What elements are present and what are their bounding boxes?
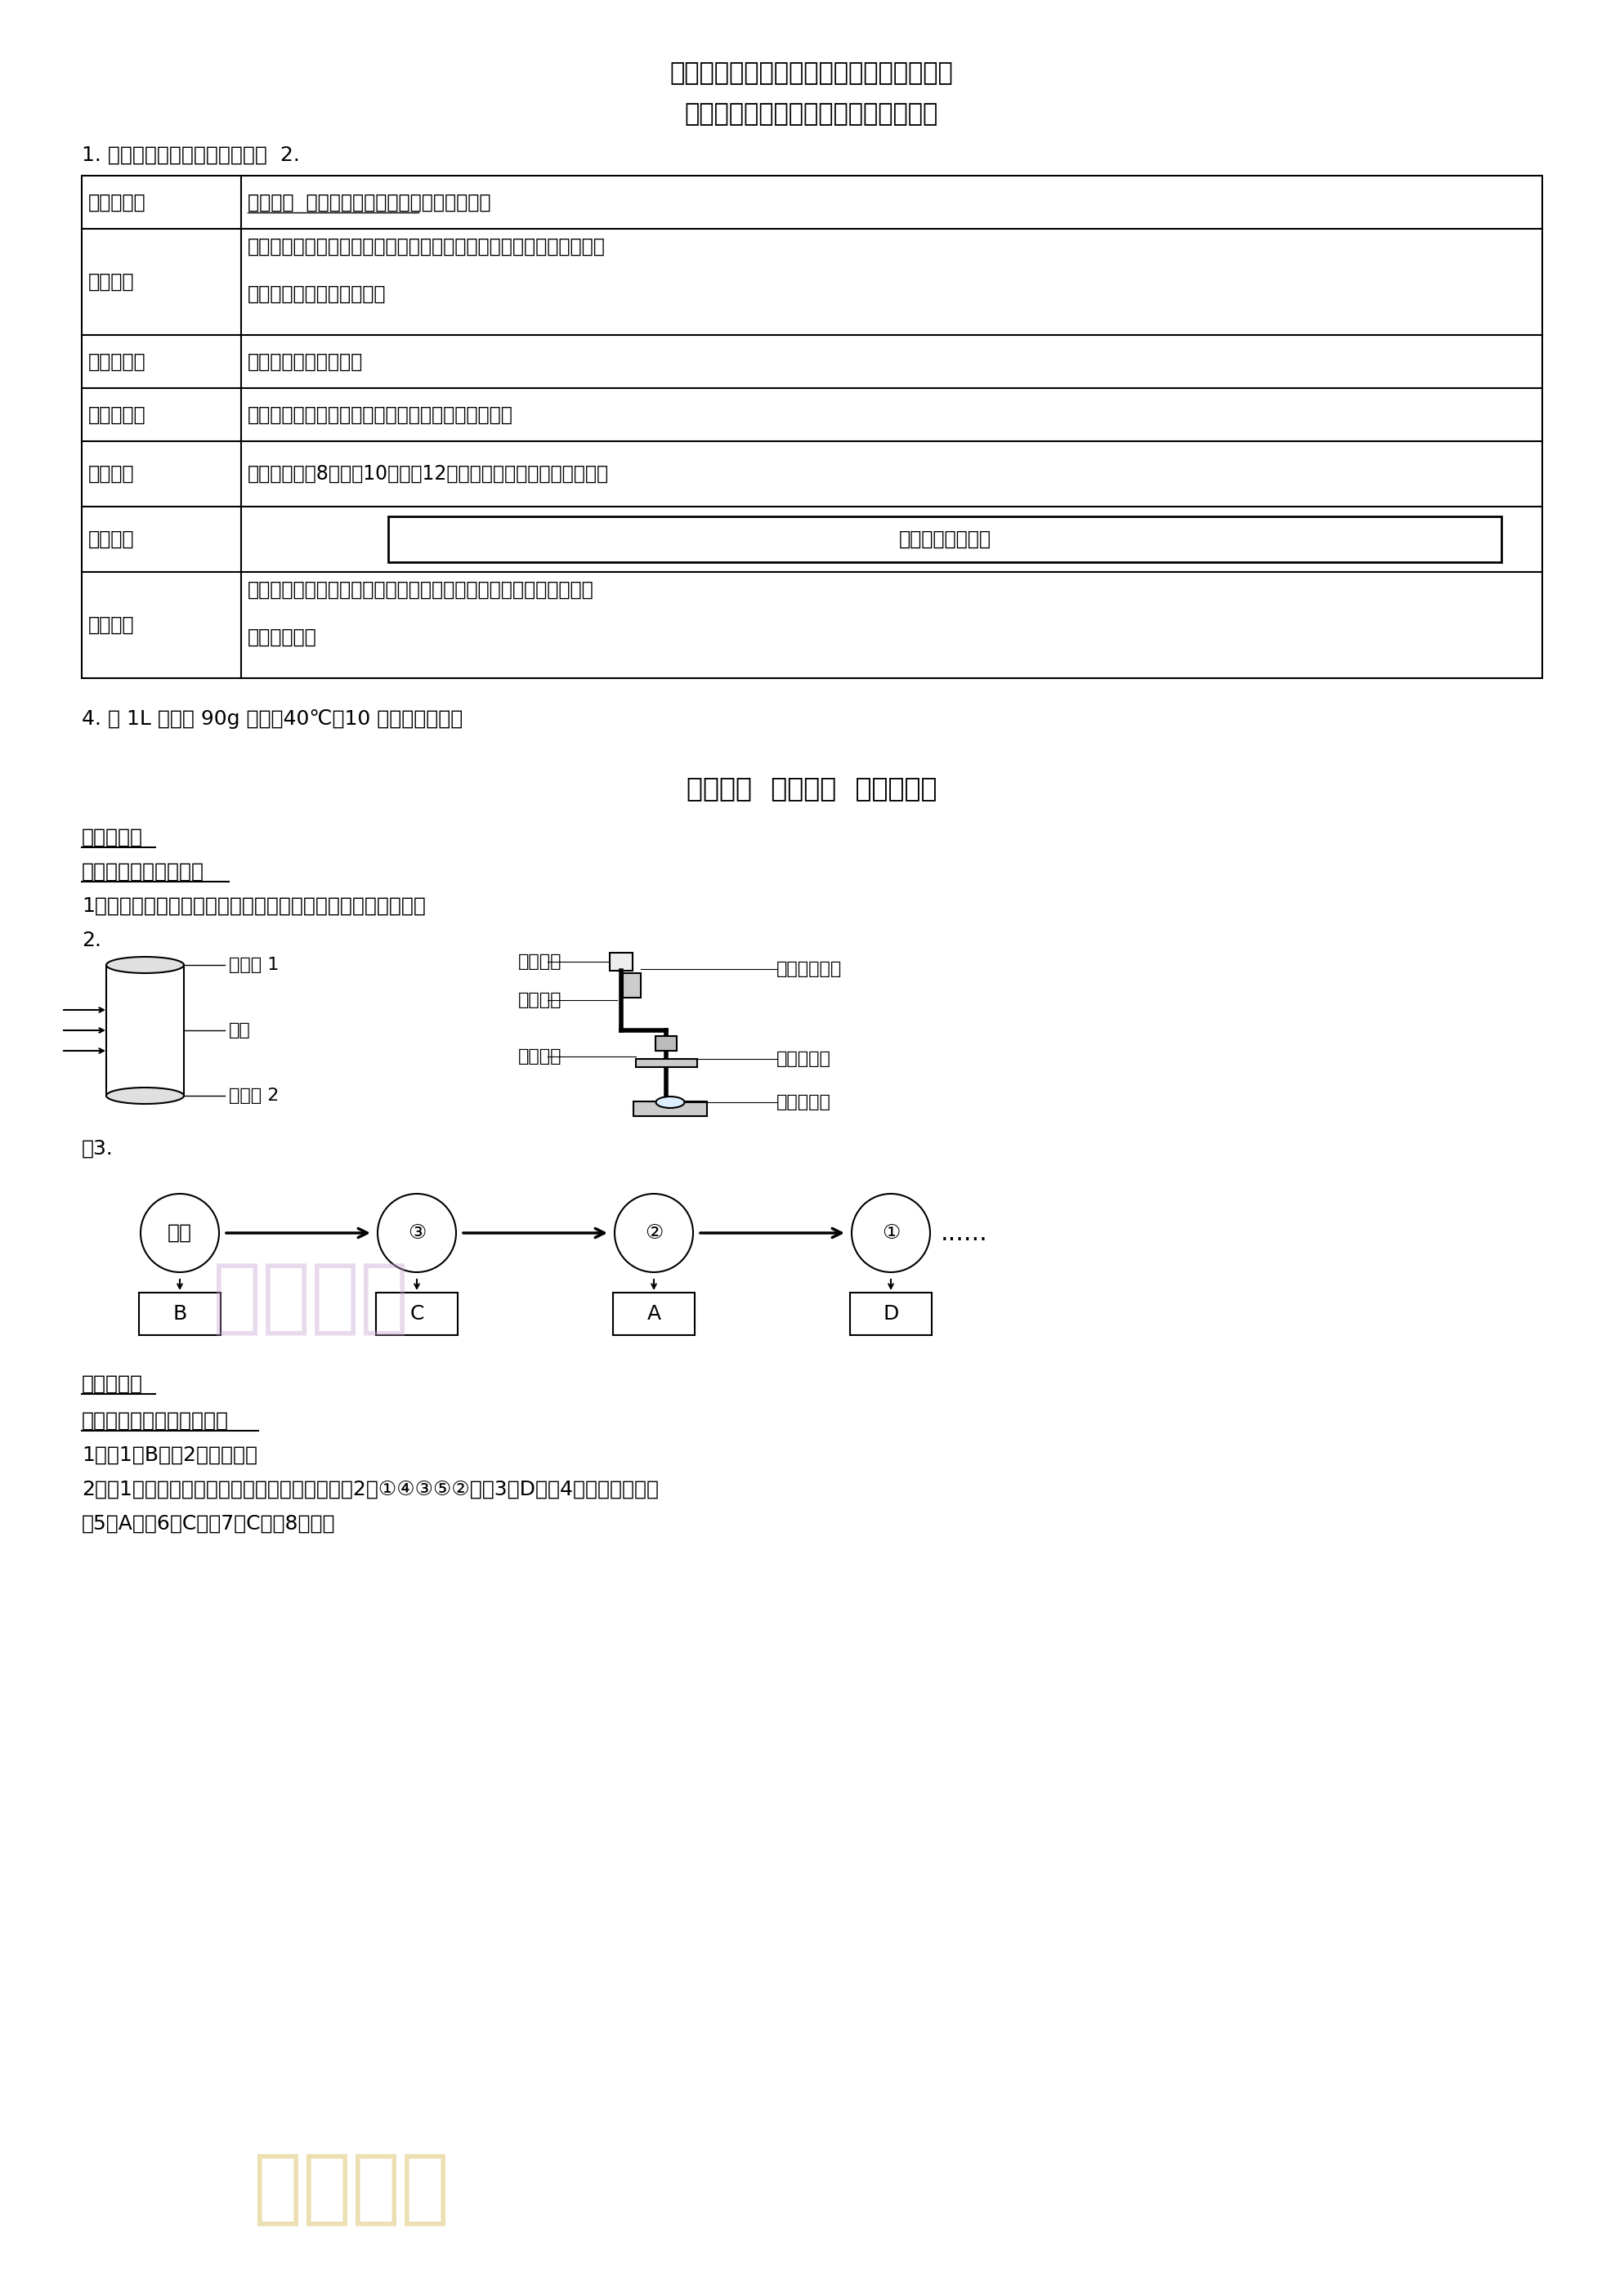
- Bar: [622, 974, 641, 999]
- Circle shape: [851, 1194, 931, 1272]
- Text: 探究的问题: 探究的问题: [88, 193, 146, 211]
- Text: ③: ③: [408, 1224, 425, 1242]
- Bar: [388, 517, 1502, 563]
- Bar: [849, 1293, 932, 1334]
- Circle shape: [378, 1194, 456, 1272]
- Text: 1．（1）B；（2）小、复眼: 1．（1）B；（2）小、复眼: [81, 1446, 258, 1465]
- Text: 发酵时间短，酸奶品质差。: 发酵时间短，酸奶品质差。: [247, 285, 387, 303]
- Text: 长先好后坏。: 长先好后坏。: [247, 627, 317, 647]
- Text: 凸透镜 2: 凸透镜 2: [229, 1088, 279, 1104]
- Text: （镜筒）: （镜筒）: [518, 992, 562, 1008]
- Text: 1．厚、薄、透明、放大、水滴（符合以上特点的物体都可以）: 1．厚、薄、透明、放大、水滴（符合以上特点的物体都可以）: [81, 895, 425, 916]
- Bar: [637, 1058, 697, 1068]
- Circle shape: [141, 1194, 219, 1272]
- Circle shape: [614, 1194, 693, 1272]
- Text: （5）A；（6）C；（7）C；（8）细胞: （5）A；（6）C；（7）C；（8）细胞: [81, 1513, 336, 1534]
- Text: 眼睛: 眼睛: [167, 1224, 192, 1242]
- Text: ②: ②: [645, 1224, 663, 1242]
- Text: 酸奶品质: 酸奶品质: [88, 530, 135, 549]
- Ellipse shape: [106, 957, 184, 974]
- Text: 改变的条件: 改变的条件: [88, 351, 146, 372]
- Text: （反光镜）: （反光镜）: [776, 1095, 831, 1111]
- Text: 小学六上科学《综合学习与评估》参考答案: 小学六上科学《综合学习与评估》参考答案: [669, 62, 953, 85]
- Text: 发酵时间会影响酸奶制作时乳酸菌的发酵，酸奶品质随着发酵时间变: 发酵时间会影响酸奶制作时乳酸菌的发酵，酸奶品质随着发酵时间变: [247, 581, 594, 599]
- Text: 2.: 2.: [81, 930, 101, 951]
- Bar: [140, 1293, 221, 1334]
- Text: 科学实践项目学习与评估（自制酸奶）: 科学实践项目学习与评估（自制酸奶）: [685, 103, 939, 126]
- Text: 实验结论: 实验结论: [88, 615, 135, 636]
- Text: 如何改变: 如何改变: [88, 464, 135, 484]
- Text: 不变的条件: 不变的条件: [88, 404, 146, 425]
- Text: 第一单元  微小世界  学习与评估: 第一单元 微小世界 学习与评估: [687, 776, 937, 801]
- Text: A: A: [646, 1304, 661, 1325]
- Text: 作业精灵: 作业精灵: [213, 1261, 409, 1339]
- Text: 酸奶制作时的发酵时间: 酸奶制作时的发酵时间: [247, 351, 364, 372]
- Text: 题3.: 题3.: [81, 1139, 114, 1159]
- Text: 凸透镜 1: 凸透镜 1: [229, 957, 279, 974]
- Text: 科学加油站: 科学加油站: [81, 827, 143, 847]
- Text: 发酵时间会影响酸奶制作时乳酸菌的发酵，发酵时间长，酸奶品质好，: 发酵时间会影响酸奶制作时乳酸菌的发酵，发酵时间长，酸奶品质好，: [247, 236, 606, 257]
- Bar: [377, 1293, 458, 1334]
- Text: 1. 发酵温度、发酵时间、糖含量  2.: 1. 发酵温度、发酵时间、糖含量 2.: [81, 145, 300, 165]
- Text: 发酵温度、糖含量等除发酵时间外的其他条件都不变: 发酵温度、糖含量等除发酵时间外的其他条件都不变: [247, 404, 513, 425]
- Text: （目镜）: （目镜）: [518, 953, 562, 969]
- Bar: [81, 177, 1543, 677]
- Text: （物镜）: （物镜）: [518, 1049, 562, 1065]
- Text: 挑战一：对工具的认识: 挑战一：对工具的认识: [81, 861, 205, 882]
- Text: 科学实践园: 科学实践园: [81, 1375, 143, 1394]
- Text: 4. 每 1L 牛奶加 90g 白糖、40℃、10 小时、有生命。: 4. 每 1L 牛奶加 90g 白糖、40℃、10 小时、有生命。: [81, 709, 463, 728]
- Text: B: B: [172, 1304, 187, 1325]
- Bar: [633, 1102, 706, 1116]
- Bar: [656, 1035, 677, 1052]
- Text: 在发酵时间为8小时、10小时、12小时的时候，分别检测酸奶品质: 在发酵时间为8小时、10小时、12小时的时候，分别检测酸奶品质: [247, 464, 609, 484]
- Text: 发酵时间  会影响酸奶制作时乳酸菌的发酵吗？: 发酵时间 会影响酸奶制作时乳酸菌的发酵吗？: [247, 193, 490, 211]
- Text: 纸筒: 纸筒: [229, 1022, 250, 1038]
- Text: D: D: [883, 1304, 898, 1325]
- Bar: [609, 953, 633, 971]
- Text: 我的预测: 我的预测: [88, 273, 135, 292]
- Text: 挑战二：利用工具进行观察: 挑战二：利用工具进行观察: [81, 1412, 229, 1430]
- Text: 2．（1）小刀、镊子、滴管、碘酒、吸水纸；（2）①④③⑤②；（3）D；（4）调节反光镜；: 2．（1）小刀、镊子、滴管、碘酒、吸水纸；（2）①④③⑤②；（3）D；（4）调节…: [81, 1479, 659, 1499]
- Text: C: C: [409, 1304, 424, 1325]
- Text: ......: ......: [940, 1221, 987, 1244]
- Text: （载物台）: （载物台）: [776, 1052, 831, 1068]
- Text: 作业精灵: 作业精灵: [253, 2149, 450, 2229]
- Ellipse shape: [656, 1097, 684, 1109]
- Bar: [612, 1293, 695, 1334]
- Text: ①: ①: [882, 1224, 900, 1242]
- Text: 根据实际情况填写: 根据实际情况填写: [898, 530, 991, 549]
- Ellipse shape: [106, 1088, 184, 1104]
- Text: （调节旋钮）: （调节旋钮）: [776, 962, 841, 978]
